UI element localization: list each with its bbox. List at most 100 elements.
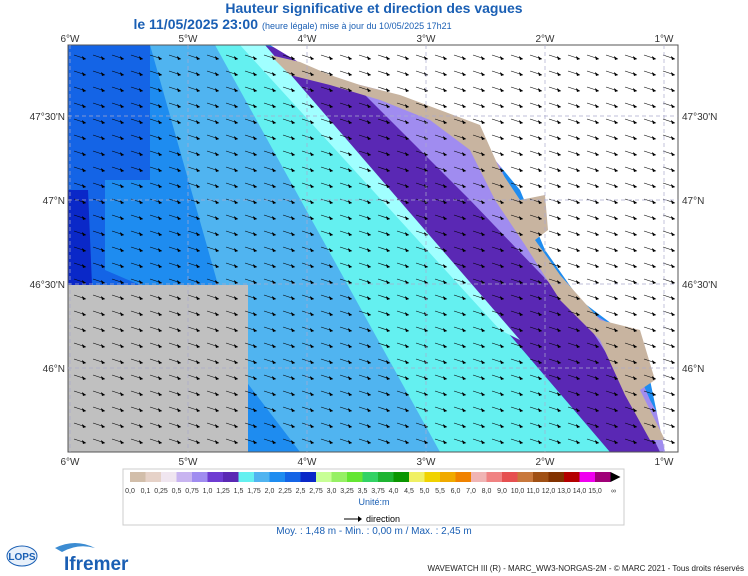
arrow-head: [291, 312, 295, 316]
arrow-head: [291, 280, 295, 284]
arrow-head: [595, 184, 599, 188]
arrow-head: [367, 104, 371, 108]
arrow-head: [367, 248, 371, 252]
arrow-head: [652, 344, 656, 348]
arrow-head: [557, 328, 561, 332]
arrow-head: [538, 376, 542, 380]
bin-label: 2,5: [296, 488, 306, 495]
arrow-head: [215, 88, 219, 92]
arrow-head: [462, 408, 466, 412]
arrow-head: [614, 152, 618, 156]
arrow-head: [386, 296, 390, 300]
arrow-head: [462, 344, 466, 348]
arrow-head: [633, 312, 637, 316]
arrow-head: [671, 120, 675, 124]
arrow-head: [462, 136, 466, 140]
arrow-head: [576, 152, 580, 156]
arrow-head: [633, 296, 637, 300]
arrow-head: [443, 312, 447, 316]
arrow-head: [462, 152, 466, 156]
arrow-head: [158, 56, 162, 60]
color-bin: [517, 472, 533, 482]
arrow-head: [101, 72, 105, 76]
arrow-head: [595, 136, 599, 140]
arrow-head: [120, 440, 124, 444]
arrow-head: [120, 56, 124, 60]
arrow-head: [253, 312, 257, 316]
arrow-head: [405, 248, 409, 252]
arrow-head: [538, 88, 542, 92]
arrow-head: [196, 184, 200, 188]
color-bin: [254, 472, 270, 482]
bin-label: 4,0: [389, 488, 399, 495]
arrow-head: [367, 360, 371, 364]
arrow-head: [291, 152, 295, 156]
arrow-head: [595, 344, 599, 348]
arrow-head: [557, 376, 561, 380]
arrow-head: [386, 392, 390, 396]
arrow-head: [367, 392, 371, 396]
arrow-head: [519, 408, 523, 412]
arrow-head: [310, 424, 314, 428]
arrow-head: [576, 296, 580, 300]
arrow-head: [215, 152, 219, 156]
arrow-head: [272, 392, 276, 396]
arrow-head: [500, 344, 504, 348]
arrow-head: [462, 200, 466, 204]
arrow-head: [500, 200, 504, 204]
arrow-head: [614, 56, 618, 60]
arrow-head: [557, 216, 561, 220]
arrow-head: [443, 104, 447, 108]
arrow-head: [519, 360, 523, 364]
arrow-head: [82, 344, 86, 348]
arrow-head: [557, 264, 561, 268]
arrow-head: [481, 328, 485, 332]
arrow-head: [101, 200, 105, 204]
arrow-head: [500, 312, 504, 316]
arrow-head: [481, 104, 485, 108]
arrow-head: [405, 88, 409, 92]
bin-label: 0,75: [185, 488, 199, 495]
color-bin: [285, 472, 301, 482]
arrow-head: [671, 248, 675, 252]
arrow-head: [367, 312, 371, 316]
arrow-head: [405, 328, 409, 332]
arrow-head: [329, 360, 333, 364]
arrow-head: [253, 376, 257, 380]
arrow-head: [462, 184, 466, 188]
arrow-head: [462, 168, 466, 172]
arrow-head: [82, 376, 86, 380]
bin-label: 0,5: [172, 488, 182, 495]
arrow-head: [367, 136, 371, 140]
arrow-head: [329, 344, 333, 348]
arrow-head: [82, 424, 86, 428]
arrow-head: [215, 360, 219, 364]
color-bin: [161, 472, 177, 482]
arrow-head: [329, 248, 333, 252]
arrow-head: [196, 424, 200, 428]
arrow-head: [519, 104, 523, 108]
arrow-head: [557, 200, 561, 204]
credits: WAVEWATCH III (R) - MARC_WW3-NORGAS-2M -…: [428, 564, 744, 573]
arrow-head: [652, 152, 656, 156]
arrow-head: [291, 424, 295, 428]
bin-label: 0,25: [154, 488, 168, 495]
arrow-head: [652, 232, 656, 236]
bin-label: 4,5: [404, 488, 414, 495]
arrow-head: [538, 360, 542, 364]
arrow-head: [576, 88, 580, 92]
arrow-head: [405, 136, 409, 140]
arrow-head: [500, 168, 504, 172]
arrow-head: [386, 248, 390, 252]
arrow-head: [215, 248, 219, 252]
arrow-head: [177, 120, 181, 124]
arrow-head: [253, 184, 257, 188]
arrow-head: [443, 72, 447, 76]
arrow-head: [120, 152, 124, 156]
arrow-head: [291, 408, 295, 412]
arrow-head: [291, 216, 295, 220]
arrow-head: [386, 72, 390, 76]
arrow-head: [405, 376, 409, 380]
arrow-head: [443, 120, 447, 124]
arrow-head: [405, 184, 409, 188]
